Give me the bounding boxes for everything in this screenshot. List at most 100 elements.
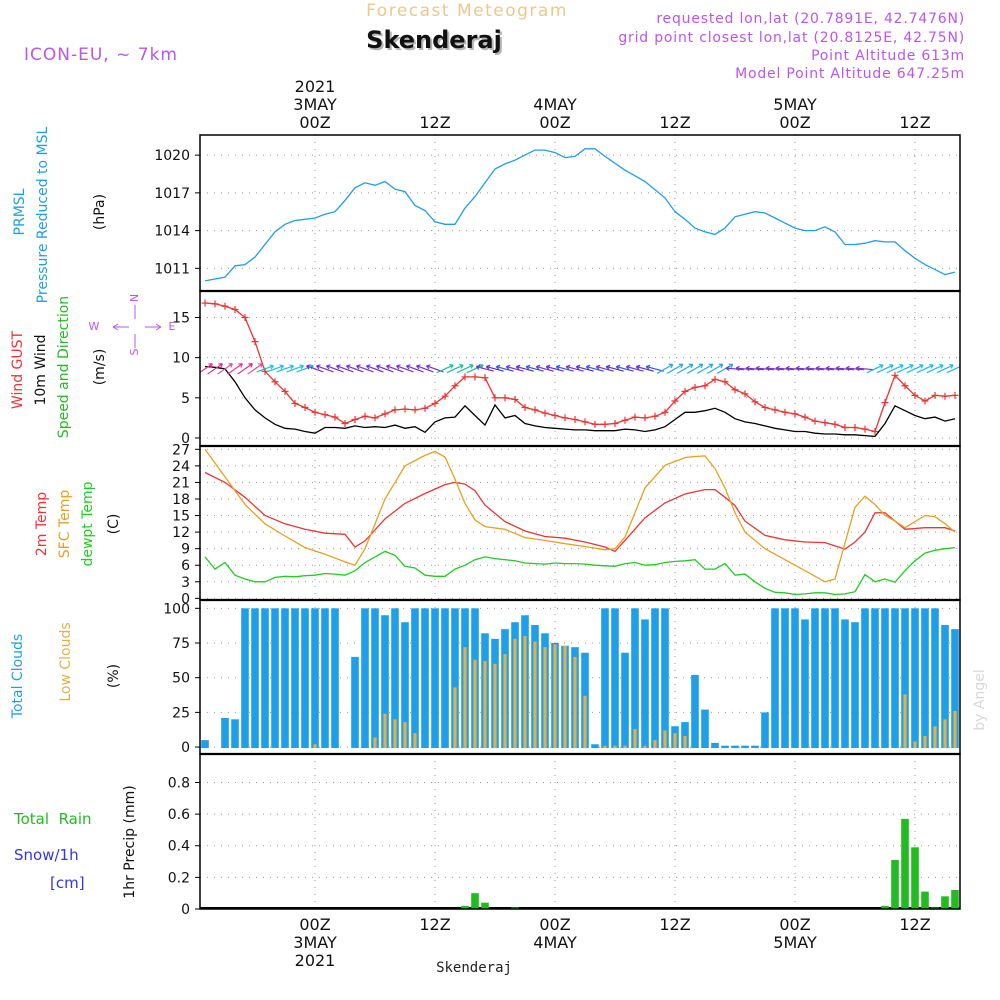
total-cloud-bar — [691, 674, 699, 749]
wind-arrow-head — [366, 364, 371, 370]
bottom-axis-label: 5MAY — [773, 933, 817, 952]
low-cloud-bar — [453, 687, 457, 749]
gust-point — [791, 410, 799, 418]
bottom-axis-label: 00Z — [299, 915, 330, 934]
location-title: Skenderaj — [368, 28, 504, 56]
bottom-axis-label: 12Z — [659, 915, 690, 934]
wind-arrow-head — [416, 364, 421, 370]
gust-point — [781, 408, 789, 416]
compass-w: W — [89, 320, 100, 333]
gust-point — [351, 415, 359, 423]
wind-arrow-head — [835, 365, 840, 372]
y-tick-label: 100 — [163, 601, 190, 617]
gust-point — [541, 409, 549, 417]
wind-arrow-head — [306, 364, 311, 370]
y-tick-label: 0 — [181, 902, 190, 918]
total-cloud-bar — [621, 652, 629, 749]
plot-area — [204, 148, 956, 282]
total-cloud-bar — [241, 608, 249, 749]
total-cloud-bar — [901, 608, 909, 749]
wind-arrow-head — [495, 364, 501, 370]
gust-point — [951, 391, 959, 399]
gust-point — [321, 411, 329, 419]
wind-arrow-head — [909, 363, 914, 369]
gust-point — [341, 420, 349, 428]
wind-arrow — [496, 365, 514, 372]
gust-point — [491, 394, 499, 402]
gust-point — [311, 408, 319, 416]
gust-point — [361, 412, 369, 420]
top-axis-label: 00Z — [539, 113, 570, 132]
precip-ylabels: Total Rain Snow/1h [cm] 1hr Precip (mm) — [13, 785, 138, 898]
wind-arrow-head — [949, 363, 954, 369]
wind-arrow-head — [718, 363, 724, 369]
top-axis-label: 00Z — [779, 113, 810, 132]
wind-arrow — [446, 364, 464, 374]
low-cloud-bar — [603, 745, 607, 749]
wind-arrow-head — [396, 364, 401, 370]
gust-point — [621, 416, 629, 424]
wind-arrow-head — [698, 363, 704, 369]
total-cloud-bar — [441, 608, 449, 749]
panel-clouds: 0 25 50 75 100 — [163, 599, 961, 756]
wind-arrow-head — [289, 364, 294, 370]
total-cloud-bar — [331, 608, 339, 749]
top-axis-label: 12Z — [659, 113, 690, 132]
wind-arrow-head — [728, 363, 734, 369]
top-axis-label: 12Z — [419, 113, 450, 132]
y-tick-label: 5 — [181, 391, 190, 407]
wind-arrow-head — [585, 364, 591, 370]
total-cloud-bar — [301, 608, 309, 749]
wind-arrow — [626, 365, 644, 372]
gust-point — [711, 375, 719, 383]
total-cloud-bar — [791, 608, 799, 749]
wind-arrow — [936, 364, 954, 374]
total-cloud-bar — [611, 608, 619, 749]
total-cloud-bar — [811, 608, 819, 749]
gust-point — [241, 314, 249, 322]
wind-arrow — [835, 367, 855, 371]
wind-arrow — [336, 365, 354, 373]
gust-point — [531, 406, 539, 414]
pressure-msl-label: Pressure Reduced to MSL — [35, 126, 51, 303]
total-cloud-bar — [201, 740, 209, 749]
wind-arrow — [516, 365, 534, 372]
gust-point — [731, 386, 739, 394]
wind-arrow — [825, 367, 845, 371]
wind-arrow — [406, 365, 424, 373]
precip-bar — [931, 907, 939, 909]
wind-arrow-head — [238, 363, 243, 368]
compass-e: E — [169, 320, 176, 333]
total-cloud-bar — [801, 619, 809, 749]
gust-point — [461, 373, 469, 381]
low-cloud-bar — [613, 745, 617, 749]
total-cloud-bar — [851, 622, 859, 749]
total-cloud-bar — [661, 608, 669, 749]
total-cloud-bar — [391, 608, 399, 749]
wind-arrow-head — [525, 364, 531, 370]
low-cloud-bar — [553, 644, 557, 749]
total-cloud-bar — [231, 719, 239, 749]
wind-arrow — [805, 367, 825, 371]
low-cloud-bar — [653, 740, 657, 749]
wind-arrow — [606, 365, 624, 372]
wind-arrow-head — [279, 364, 284, 370]
y-tick-label: 0 — [181, 740, 190, 756]
plot-area — [200, 818, 960, 909]
panel-frame — [199, 753, 961, 910]
y-tick-label: 24 — [172, 459, 190, 475]
wind-arrow-head — [595, 364, 601, 370]
wind-arrow-head — [879, 363, 884, 369]
top-axis-label: 2021 — [295, 77, 336, 96]
wind-arrow-head — [228, 363, 233, 368]
gust-point — [771, 406, 779, 414]
gust-point — [231, 305, 239, 313]
low-cloud-bar — [643, 745, 647, 749]
y-tick-label: 50 — [172, 671, 190, 687]
gust-point — [891, 371, 899, 379]
total-cloud-bar — [421, 608, 429, 749]
compass-n: N — [128, 294, 141, 302]
wind-arrow — [765, 367, 785, 371]
wind-arrow-head — [376, 364, 381, 370]
